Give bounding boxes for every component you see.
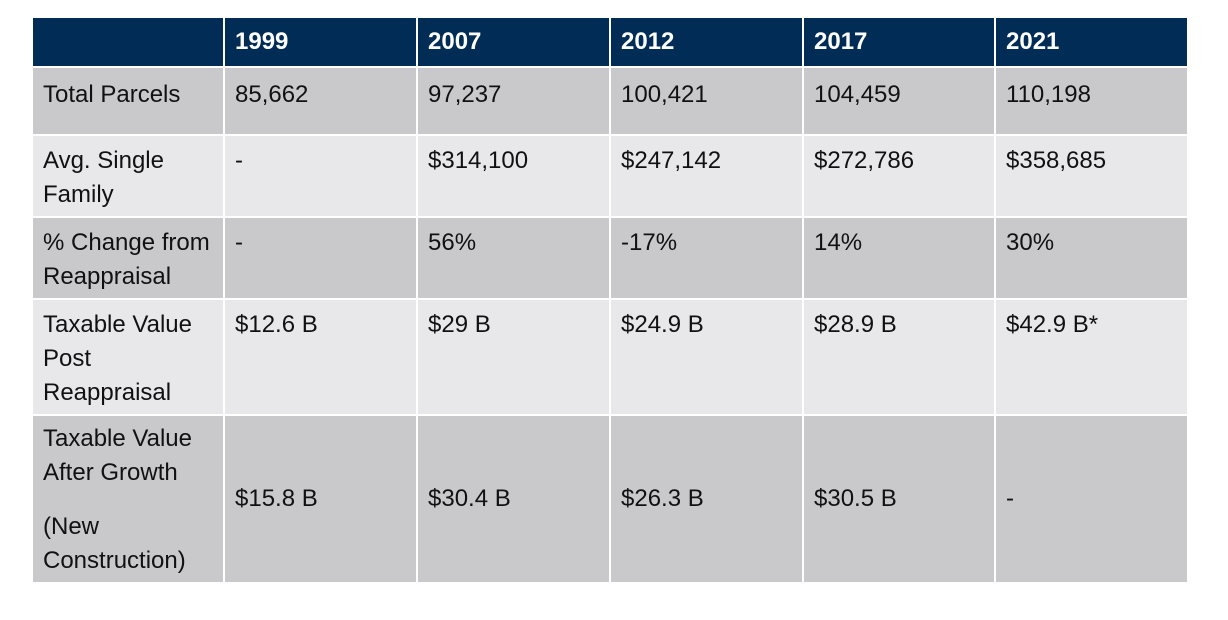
table-cell: $30.4 B: [416, 414, 611, 584]
row-label-line: Avg. Single: [43, 147, 164, 174]
table-cell: -: [994, 414, 1189, 584]
table-cell: $12.6 B: [223, 298, 418, 416]
table-cell: $358,685: [994, 134, 1189, 218]
row-label-note: (New Construction): [43, 510, 213, 578]
header-year-2012: 2012: [609, 16, 804, 68]
table-cell: 104,459: [802, 66, 996, 136]
table-cell: 110,198: [994, 66, 1189, 136]
table-cell: 30%: [994, 216, 1189, 300]
header-year-1999: 1999: [223, 16, 418, 68]
table-cell: $26.3 B: [609, 414, 804, 584]
table-cell: $272,786: [802, 134, 996, 218]
table-cell: 85,662: [223, 66, 418, 136]
row-label: Total Parcels: [31, 66, 225, 136]
table-cell: $314,100: [416, 134, 611, 218]
table-row-total-parcels: Total Parcels 85,662 97,237 100,421 104,…: [31, 66, 1189, 136]
table-cell: $42.9 B*: [994, 298, 1189, 416]
header-year-2017: 2017: [802, 16, 996, 68]
header-row: 1999 2007 2012 2017 2021: [31, 16, 1189, 68]
row-label-line: Post: [43, 345, 92, 372]
row-label-line: % Change from: [43, 229, 210, 256]
row-label: Avg. Single Family: [31, 134, 225, 218]
table-cell: -: [223, 134, 418, 218]
row-label-line: Reappraisal: [43, 379, 172, 406]
row-label-note-line: (New: [43, 513, 100, 540]
table-row-taxable-post-reappraisal: Taxable Value Post Reappraisal $12.6 B $…: [31, 298, 1189, 416]
reappraisal-table: 1999 2007 2012 2017 2021 Total Parcels 8…: [31, 16, 1189, 584]
table-cell: 97,237: [416, 66, 611, 136]
table-cell: 14%: [802, 216, 996, 300]
table-cell: $29 B: [416, 298, 611, 416]
header-year-2021: 2021: [994, 16, 1189, 68]
row-label-line: Taxable Value: [43, 311, 192, 338]
row-label: Taxable Value After Growth (New Construc…: [31, 414, 225, 584]
row-label-line: Reappraisal: [43, 263, 172, 290]
table-row-percent-change: % Change from Reappraisal - 56% -17% 14%…: [31, 216, 1189, 300]
table-cell: $24.9 B: [609, 298, 804, 416]
header-corner-cell: [31, 16, 225, 68]
table-cell: -17%: [609, 216, 804, 300]
table-cell: 56%: [416, 216, 611, 300]
table-row-avg-single-family: Avg. Single Family - $314,100 $247,142 $…: [31, 134, 1189, 218]
table-row-taxable-after-growth: Taxable Value After Growth (New Construc…: [31, 414, 1189, 584]
header-year-2007: 2007: [416, 16, 611, 68]
row-label: % Change from Reappraisal: [31, 216, 225, 300]
table-cell: $15.8 B: [223, 414, 418, 584]
table-cell: $28.9 B: [802, 298, 996, 416]
row-label-line: After Growth: [43, 459, 178, 486]
row-label-line: Taxable Value: [43, 425, 192, 452]
row-label-line: Family: [43, 181, 114, 208]
table-cell: $247,142: [609, 134, 804, 218]
row-label-note-line: Construction): [43, 547, 186, 574]
table-cell: 100,421: [609, 66, 804, 136]
row-label: Taxable Value Post Reappraisal: [31, 298, 225, 416]
table-cell: $30.5 B: [802, 414, 996, 584]
table-cell: -: [223, 216, 418, 300]
